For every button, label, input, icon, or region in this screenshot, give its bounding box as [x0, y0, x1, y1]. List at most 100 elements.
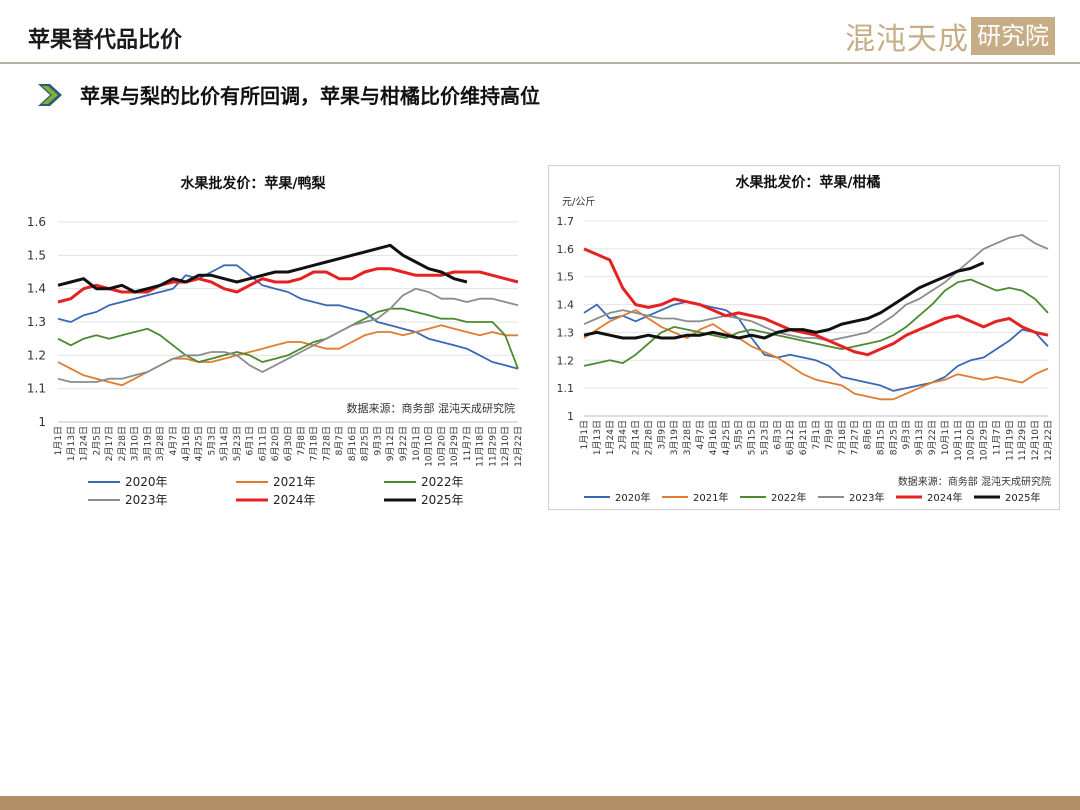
x-tick-label: 10月29日	[979, 420, 990, 461]
legend-label-2020: 2020年	[125, 475, 168, 489]
x-tick-label: 10月1日	[411, 426, 422, 461]
x-tick-label: 1月1日	[53, 426, 64, 455]
x-tick-label: 6月3日	[772, 420, 783, 449]
x-tick-label: 10月11日	[953, 420, 964, 461]
x-tick-label: 10月1日	[940, 420, 951, 455]
legend-label-2023: 2023年	[125, 493, 168, 507]
x-tick-label: 2月4日	[618, 420, 629, 449]
series-line-2024	[583, 247, 1049, 357]
header-divider	[0, 62, 1080, 64]
chart-title: 水果批发价：苹果/柑橘	[735, 174, 880, 191]
x-tick-label: 10月20日	[436, 426, 447, 467]
x-tick-label: 10月20日	[966, 420, 977, 461]
series-line-2020	[583, 300, 1049, 392]
y-tick-label: 1.5	[557, 271, 575, 284]
x-tick-label: 7月28日	[321, 426, 332, 461]
page-title: 苹果替代品比价	[28, 28, 183, 53]
x-tick-label: 3月28日	[682, 420, 693, 455]
series-line-2025	[583, 261, 985, 340]
footer-bar	[0, 796, 1080, 810]
logo-box: 研究院	[971, 17, 1055, 55]
x-tick-label: 2月17日	[104, 426, 115, 461]
x-tick-label: 2月14日	[631, 420, 642, 455]
x-tick-label: 8月25日	[360, 426, 371, 461]
chart-title: 水果批发价：苹果/鸭梨	[180, 175, 326, 192]
logo-text: 混沌天成	[845, 22, 969, 57]
y-tick-label: 1.2	[27, 348, 46, 362]
x-tick-label: 3月19日	[142, 426, 153, 461]
x-tick-label: 3月28日	[155, 426, 166, 461]
x-tick-label: 1月24日	[605, 420, 616, 455]
y-tick-label: 1	[567, 410, 574, 423]
x-tick-label: 11月7日	[991, 420, 1002, 455]
y-tick-label: 1.1	[27, 382, 46, 396]
x-tick-label: 7月9日	[824, 420, 835, 449]
source-note: 数据来源：商务部 混沌天成研究院	[347, 401, 516, 415]
x-tick-label: 8月6日	[863, 420, 874, 449]
y-tick-label: 1.6	[557, 243, 575, 256]
y-tick-label: 1.4	[557, 299, 575, 312]
x-tick-label: 1月1日	[579, 420, 590, 449]
x-tick-label: 2月28日	[643, 420, 654, 455]
x-tick-label: 11月18日	[475, 426, 486, 467]
x-tick-label: 9月13日	[914, 420, 925, 455]
x-tick-label: 10月29日	[449, 426, 460, 467]
x-tick-label: 5月23日	[232, 426, 243, 461]
x-tick-label: 2月5日	[91, 426, 102, 455]
brand-logo: 混沌天成 研究院	[845, 14, 1055, 58]
x-tick-label: 6月21日	[798, 420, 809, 455]
legend-label-2020: 2020年	[615, 491, 650, 504]
x-tick-label: 7月27日	[850, 420, 861, 455]
x-tick-label: 10月10日	[424, 426, 435, 467]
x-tick-label: 11月19日	[1004, 420, 1015, 461]
x-tick-label: 5月14日	[219, 426, 230, 461]
x-tick-label: 5月15日	[747, 420, 758, 455]
legend-label-2024: 2024年	[927, 491, 962, 504]
x-tick-label: 4月16日	[181, 426, 192, 461]
x-tick-label: 5月5日	[734, 420, 745, 449]
x-tick-label: 4月25日	[721, 420, 732, 455]
series-line-2025	[57, 243, 468, 294]
x-tick-label: 6月20日	[270, 426, 281, 461]
series-line-2021	[57, 324, 518, 387]
x-tick-label: 6月11日	[257, 426, 268, 461]
x-tick-label: 5月3日	[206, 426, 217, 455]
x-tick-label: 11月29日	[487, 426, 498, 467]
x-tick-label: 12月22日	[1043, 420, 1054, 461]
x-tick-label: 9月12日	[385, 426, 396, 461]
series-line-2024	[57, 267, 519, 304]
legend-label-2021: 2021年	[693, 491, 728, 504]
y-tick-label: 1.7	[557, 215, 575, 228]
x-tick-label: 7月1日	[811, 420, 822, 449]
x-tick-label: 7月18日	[837, 420, 848, 455]
series-line-2023	[583, 234, 1049, 342]
y-tick-label: 1	[38, 415, 46, 429]
x-tick-label: 9月22日	[927, 420, 938, 455]
y-tick-label: 1.4	[27, 282, 46, 296]
x-tick-label: 7月18日	[309, 426, 320, 461]
series-line-2021	[583, 309, 1049, 401]
x-tick-label: 7月8日	[296, 426, 307, 455]
x-tick-label: 3月19日	[669, 420, 680, 455]
x-tick-label: 11月7日	[462, 426, 473, 461]
x-tick-label: 6月1日	[245, 426, 256, 455]
x-tick-label: 3月9日	[656, 420, 667, 449]
x-tick-label: 9月3日	[901, 420, 912, 449]
x-tick-label: 9月22日	[398, 426, 409, 461]
section-subtitle: 苹果与梨的比价有所回调，苹果与柑橘比价维持高位	[80, 84, 540, 108]
x-tick-label: 6月12日	[785, 420, 796, 455]
legend-label-2022: 2022年	[771, 491, 806, 504]
legend-label-2022: 2022年	[421, 475, 464, 489]
legend-label-2024: 2024年	[273, 493, 316, 507]
unit-label: 元/公斤	[562, 196, 595, 208]
x-tick-label: 11月29日	[1017, 420, 1028, 461]
x-tick-label: 8月16日	[347, 426, 358, 461]
chevron-right-icon	[38, 83, 62, 106]
x-tick-label: 5月23日	[759, 420, 770, 455]
x-tick-label: 1月13日	[66, 426, 77, 461]
x-tick-label: 3月10日	[130, 426, 141, 461]
x-tick-label: 12月22日	[513, 426, 524, 467]
section-heading: 苹果与梨的比价有所回调，苹果与柑橘比价维持高位	[36, 80, 540, 109]
x-tick-label: 12月10日	[1030, 420, 1041, 461]
